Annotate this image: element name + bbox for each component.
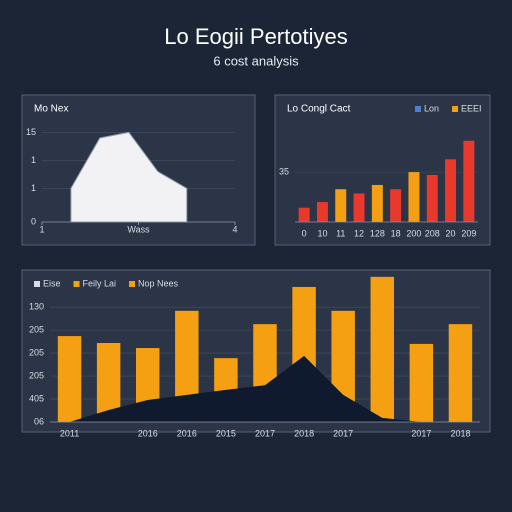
bar (409, 343, 434, 422)
area (69, 355, 461, 422)
y-tick-label: 205 (29, 325, 44, 335)
y-tick-label: 1 (31, 183, 36, 193)
x-tick-label: 18 (391, 228, 401, 238)
x-tick-label: 208 (425, 228, 440, 238)
x-tick-label: 2018 (294, 428, 314, 438)
bar (371, 184, 383, 222)
bar (57, 336, 82, 422)
x-tick-label: 2016 (177, 428, 197, 438)
legend-label: Lon (424, 103, 439, 113)
legend-label: Nop Nees (138, 278, 179, 288)
bar (335, 189, 347, 222)
y-tick-label: 06 (34, 416, 44, 426)
x-tick-label: 2017 (255, 428, 275, 438)
bar (316, 202, 328, 222)
legend-swatch (452, 106, 459, 112)
x-tick-label: 209 (461, 228, 476, 238)
x-tick-label: 2018 (450, 428, 470, 438)
legend-label: Feily Lai (83, 278, 117, 288)
x-tick-label: 2015 (216, 428, 236, 438)
x-tick-label: 0 (302, 228, 307, 238)
x-tick-label: 1 (39, 224, 44, 234)
chart-title: Mo Nex (34, 104, 68, 115)
y-tick-label: 205 (29, 347, 44, 357)
page-title: Lo Eogii Pertotiyes (164, 24, 347, 49)
x-tick-label: 11 (336, 228, 345, 238)
legend-label: Eise (43, 278, 61, 288)
y-tick-label: 405 (29, 393, 44, 403)
page-subtitle: 6 cost analysis (213, 53, 299, 68)
panel (274, 94, 491, 246)
x-tick-label: 200 (406, 228, 421, 238)
legend-swatch (34, 281, 40, 287)
y-tick-label: 35 (279, 167, 289, 177)
x-tick-label: 2017 (333, 428, 353, 438)
bar (96, 342, 121, 422)
bar (445, 159, 457, 222)
x-tick-label: 10 (317, 228, 327, 238)
bar (463, 140, 475, 222)
bar (390, 189, 402, 222)
y-tick-label: 1 (31, 155, 36, 165)
bar (353, 193, 365, 222)
bar (408, 172, 420, 222)
x-tick-label: 2016 (138, 428, 158, 438)
y-tick-label: 0 (31, 216, 36, 226)
x-tick-label: 2017 (411, 428, 431, 438)
x-tick-label: 12 (354, 228, 364, 238)
x-tick-label: 4 (232, 224, 237, 234)
legend-swatch (129, 281, 136, 287)
y-tick-label: 205 (29, 370, 44, 380)
bar (426, 174, 438, 222)
x-tick-label: 128 (370, 228, 385, 238)
bar (448, 324, 473, 422)
legend-label: EEEI (461, 103, 482, 113)
y-tick-label: 130 (29, 302, 44, 312)
legend-swatch (73, 281, 80, 287)
bar (370, 276, 394, 422)
y-tick-label: 15 (26, 127, 36, 137)
x-tick-label: 20 (446, 228, 456, 238)
x-tick-label: Wass (127, 224, 150, 234)
legend-swatch (415, 106, 421, 112)
area (70, 131, 188, 223)
x-tick-label: 2011 (60, 428, 79, 438)
bar (298, 207, 310, 222)
chart-title: Lo Congl Cact (287, 104, 351, 115)
